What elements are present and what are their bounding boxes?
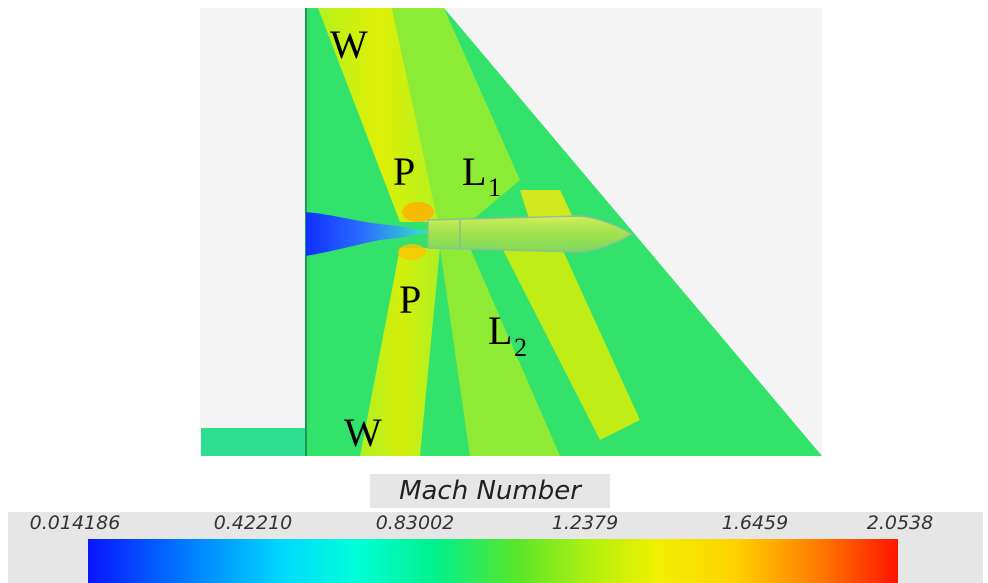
upper-fan-band-2: [392, 8, 520, 222]
label-l2-subscript: 2: [514, 333, 527, 362]
label-l1-subscript: 1: [488, 173, 501, 202]
projectile-body: [427, 215, 634, 253]
exhaust-plume: [306, 212, 430, 256]
colorbar-tick-2: 0.42210: [213, 512, 293, 534]
label-p-upper: P: [393, 149, 415, 194]
label-l1: L: [462, 149, 486, 194]
label-w-top: W: [330, 22, 368, 67]
colorbar-tick-4: 1.2379: [551, 512, 619, 534]
l2-streak: [500, 244, 640, 440]
label-p-lower: P: [399, 277, 421, 322]
upper-fan-band: [318, 8, 438, 222]
colorbar-ramp: [88, 539, 898, 583]
colorbar-tick-3: 0.83002: [375, 512, 455, 534]
lower-fan-band-2: [440, 248, 560, 456]
colorbar-title: Mach Number: [370, 474, 610, 508]
lower-fan-band: [360, 248, 440, 456]
upper-hot-spot: [402, 202, 434, 222]
colorbar-tick-1: 0.014186: [29, 512, 121, 534]
colorbar-tick-5: 1.6459: [721, 512, 789, 534]
label-w-bottom: W: [344, 410, 382, 455]
lower-hot-spot: [398, 244, 426, 260]
label-l2: L: [488, 308, 512, 353]
l1-streak: [520, 190, 575, 222]
inlet-strip: [201, 428, 306, 456]
colorbar-tick-6: 2.0538: [866, 512, 934, 534]
